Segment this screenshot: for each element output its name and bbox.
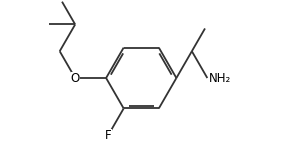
Text: NH₂: NH₂ — [209, 72, 231, 84]
Text: O: O — [71, 72, 80, 84]
Text: F: F — [105, 129, 112, 142]
